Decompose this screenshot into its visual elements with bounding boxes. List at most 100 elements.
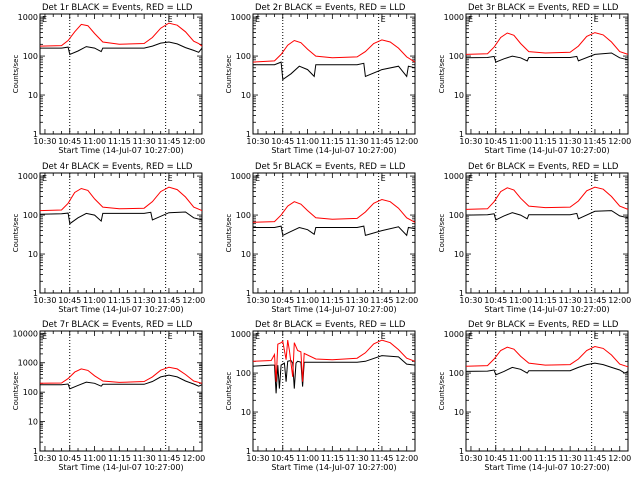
panel-7: Det 7r BLACK = Events, RED = LLD 1 10 100 10…	[12, 320, 205, 472]
y-axis-label: Counts/sec	[438, 214, 446, 253]
event-marker: E	[468, 15, 473, 24]
y-tick-label: 1	[246, 130, 251, 139]
y-tick-label: 10	[241, 91, 251, 100]
panel-title: Det 9r BLACK = Events, RED = LLD	[468, 320, 619, 330]
series-lld	[252, 39, 416, 63]
x-tick-label: 12:00	[182, 454, 205, 463]
series-lld	[252, 339, 416, 382]
y-tick-label: 100	[449, 369, 464, 378]
x-axis-label: Start Time (14-Jul-07 10:27:00)	[484, 146, 609, 155]
x-tick-label: 12:00	[395, 296, 418, 305]
x-tick-label: 10:30	[33, 454, 56, 463]
series-lld	[39, 22, 203, 47]
series-events	[465, 52, 629, 63]
event-marker: E	[468, 174, 473, 183]
panel-title: Det 4r BLACK = Events, RED = LLD	[42, 162, 193, 172]
y-tick-label: 10	[241, 250, 251, 259]
y-tick-label: 1000	[444, 172, 464, 181]
y-tick-label: 1	[33, 289, 38, 298]
y-tick-label: 10	[28, 418, 38, 427]
y-axis-label: Counts/sec	[12, 55, 20, 94]
series-events	[465, 210, 629, 221]
series-lld	[39, 186, 203, 212]
x-axis-label: Start Time (14-Jul-07 10:27:00)	[271, 463, 396, 472]
event-marker: E	[255, 174, 260, 183]
event-marker: E	[381, 174, 386, 183]
x-tick-label: 11:15	[321, 137, 344, 146]
x-tick-label: 10:30	[459, 454, 482, 463]
x-tick-label: 11:30	[133, 454, 156, 463]
event-marker: E	[42, 174, 47, 183]
y-axis-label: Counts/sec	[12, 214, 20, 253]
x-tick-label: 10:30	[246, 296, 269, 305]
x-tick-label: 11:00	[509, 454, 532, 463]
series-events	[252, 355, 416, 394]
x-axis-label: Start Time (14-Jul-07 10:27:00)	[58, 146, 183, 155]
x-tick-label: 11:30	[559, 137, 582, 146]
y-tick-label: 100	[23, 388, 38, 397]
y-tick-label: 100	[23, 52, 38, 61]
y-axis-label: Counts/sec	[12, 372, 20, 411]
y-tick-label: 1	[33, 130, 38, 139]
x-tick-label: 10:30	[459, 137, 482, 146]
x-tick-label: 12:00	[395, 137, 418, 146]
y-axis-label: Counts/sec	[438, 55, 446, 94]
x-tick-label: 11:30	[346, 454, 369, 463]
series-events	[40, 41, 203, 56]
y-tick-label: 1	[33, 447, 38, 456]
x-tick-label: 11:00	[296, 137, 319, 146]
x-tick-label: 11:00	[83, 137, 106, 146]
panel-title: Det 5r BLACK = Events, RED = LLD	[255, 162, 406, 172]
event-marker: E	[468, 332, 473, 341]
plot-frame	[39, 13, 203, 135]
x-tick-label: 11:45	[583, 296, 606, 305]
x-tick-label: 10:45	[58, 454, 81, 463]
series-events	[39, 211, 203, 225]
y-tick-label: 10	[454, 91, 464, 100]
y-axis-label: Counts/sec	[225, 55, 233, 94]
x-tick-label: 10:45	[271, 296, 294, 305]
x-tick-label: 11:30	[133, 296, 156, 305]
x-tick-label: 11:45	[370, 454, 393, 463]
y-tick-label: 1000	[444, 330, 464, 339]
x-tick-label: 11:45	[370, 296, 393, 305]
event-marker: E	[168, 174, 173, 183]
panel-title: Det 3r BLACK = Events, RED = LLD	[468, 3, 619, 13]
event-marker: E	[594, 332, 599, 341]
x-tick-label: 11:45	[583, 454, 606, 463]
event-marker: E	[381, 332, 386, 341]
x-tick-label: 11:15	[534, 137, 557, 146]
y-tick-label: 1000	[231, 13, 251, 22]
y-tick-label: 1	[459, 289, 464, 298]
x-tick-label: 11:00	[83, 296, 106, 305]
x-tick-label: 11:30	[559, 454, 582, 463]
event-marker: E	[168, 15, 173, 24]
panel-1: Det 1r BLACK = Events, RED = LLD 1 10 100 10…	[12, 3, 205, 155]
y-tick-label: 1000	[18, 13, 38, 22]
x-tick-label: 10:45	[484, 454, 507, 463]
x-tick-label: 11:00	[296, 296, 319, 305]
x-axis-label: Start Time (14-Jul-07 10:27:00)	[271, 305, 396, 314]
x-tick-label: 11:30	[133, 137, 156, 146]
x-tick-label: 10:30	[459, 296, 482, 305]
x-tick-label: 11:45	[583, 137, 606, 146]
y-axis-label: Counts/sec	[225, 214, 233, 253]
series-lld	[465, 345, 629, 368]
x-tick-label: 10:45	[58, 296, 81, 305]
plot-frame	[465, 172, 629, 294]
x-tick-label: 11:15	[108, 454, 131, 463]
panel-5: Det 5r BLACK = Events, RED = LLD 1 10 100 10…	[225, 162, 418, 314]
x-tick-label: 11:45	[370, 137, 393, 146]
x-tick-label: 10:45	[484, 296, 507, 305]
x-tick-label: 11:15	[321, 454, 344, 463]
event-marker: E	[594, 15, 599, 24]
y-tick-label: 10	[28, 250, 38, 259]
y-tick-label: 1000	[444, 13, 464, 22]
x-tick-label: 10:45	[484, 137, 507, 146]
x-tick-label: 11:00	[509, 296, 532, 305]
x-tick-label: 12:00	[395, 454, 418, 463]
y-tick-label: 100	[449, 211, 464, 220]
x-tick-label: 11:30	[559, 296, 582, 305]
event-marker: E	[42, 332, 47, 341]
series-lld	[39, 366, 203, 384]
